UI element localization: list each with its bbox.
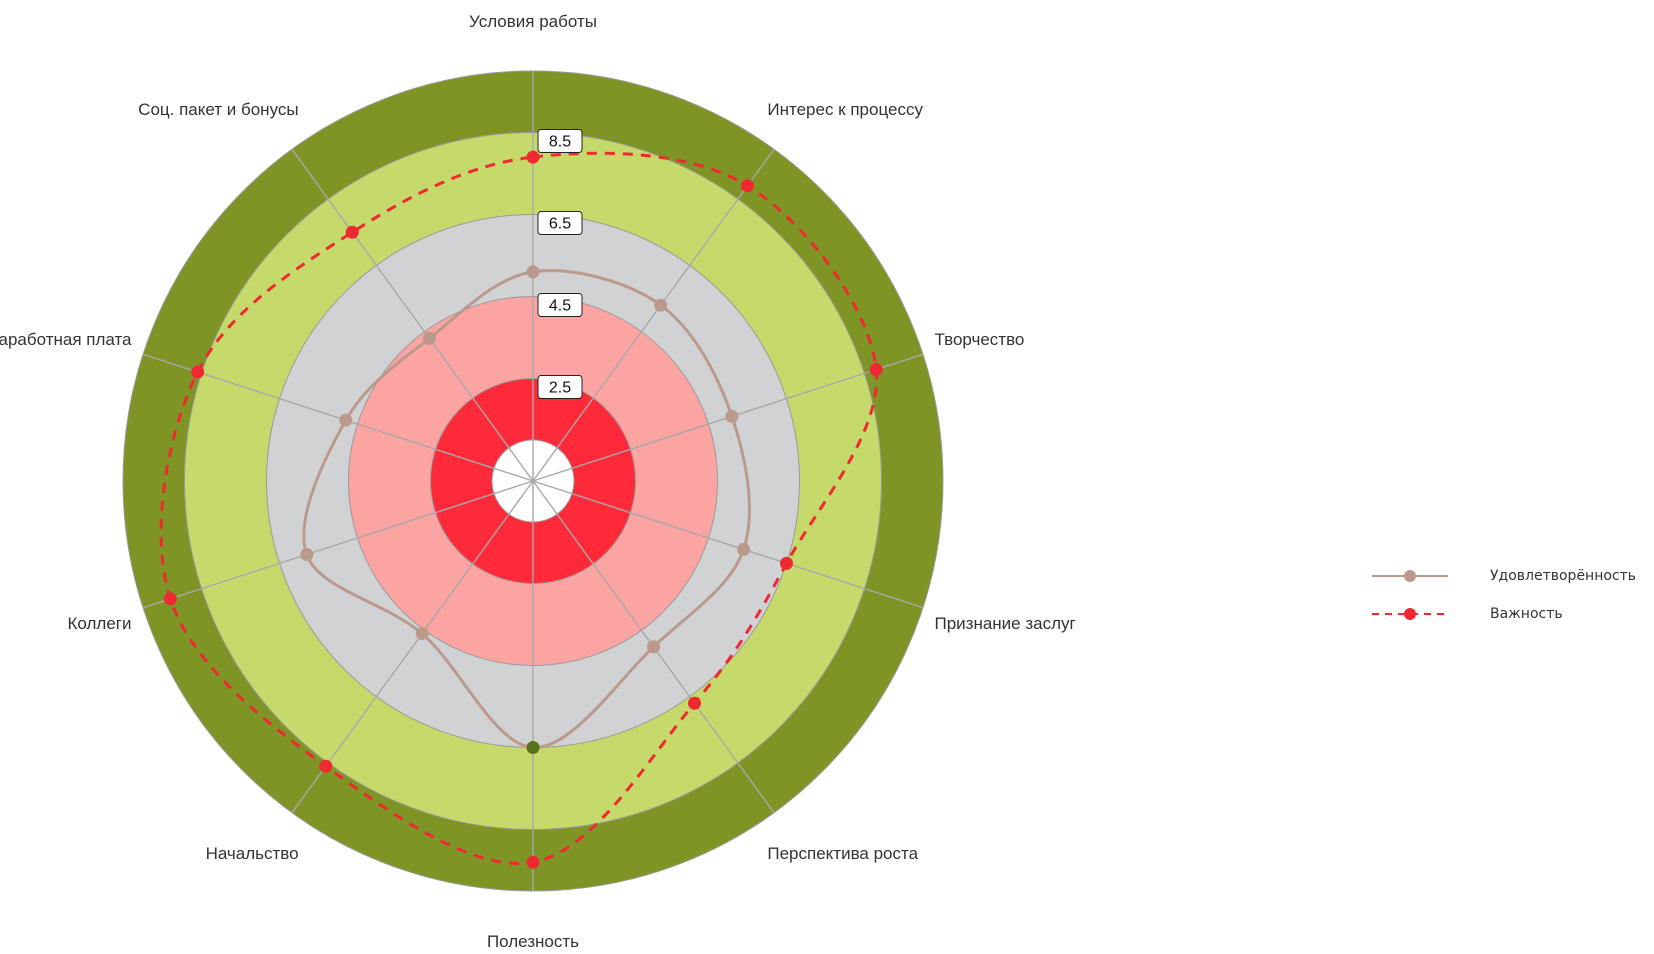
series-point — [725, 410, 738, 423]
series-point — [339, 414, 352, 427]
axis-label: Коллеги — [68, 614, 132, 633]
series-point — [780, 557, 793, 570]
series-point — [654, 299, 667, 312]
legend: Удовлетворённость Важность — [1370, 557, 1636, 633]
ring-label: 6.5 — [538, 212, 582, 235]
ring-label-text: 4.5 — [549, 298, 571, 315]
series-point — [191, 366, 204, 379]
axis-label: Признание заслуг — [934, 614, 1075, 633]
series-point — [319, 760, 332, 773]
ring-label-text: 8.5 — [549, 134, 571, 151]
legend-solid-marker-icon — [1370, 566, 1450, 586]
legend-item-satisfaction: Удовлетворённость — [1370, 557, 1636, 595]
ring-label: 4.5 — [538, 294, 582, 317]
series-point — [527, 151, 540, 164]
axis-label: Заработная плата — [0, 330, 132, 349]
series-point — [423, 332, 436, 345]
axis-label: Соц. пакет и бонусы — [138, 100, 298, 119]
series-point — [164, 592, 177, 605]
legend-dashed-marker-icon — [1370, 604, 1450, 624]
axis-label: Начальство — [206, 844, 299, 863]
legend-item-importance: Важность — [1370, 595, 1636, 633]
series-point — [741, 179, 754, 192]
series-point — [737, 543, 750, 556]
axis-label: Интерес к процессу — [767, 100, 923, 119]
series-point — [688, 697, 701, 710]
axis-label: Перспектива роста — [767, 844, 918, 863]
series-point — [346, 226, 359, 239]
series-point — [300, 548, 313, 561]
ring-label-text: 2.5 — [549, 380, 571, 397]
axis-label: Полезность — [487, 932, 579, 951]
ring-label-text: 6.5 — [549, 216, 571, 233]
series-point — [527, 856, 540, 869]
series-point — [870, 363, 883, 376]
axis-label: Творчество — [934, 330, 1024, 349]
series-point — [416, 627, 429, 640]
axis-label: Условия работы — [469, 12, 597, 31]
legend-label: Удовлетворённость — [1490, 568, 1636, 584]
ring-label: 2.5 — [538, 376, 582, 399]
series-point — [527, 741, 540, 754]
series-point — [647, 640, 660, 653]
series-point — [527, 265, 540, 278]
legend-label: Важность — [1490, 606, 1563, 622]
ring-label: 8.5 — [538, 130, 582, 153]
